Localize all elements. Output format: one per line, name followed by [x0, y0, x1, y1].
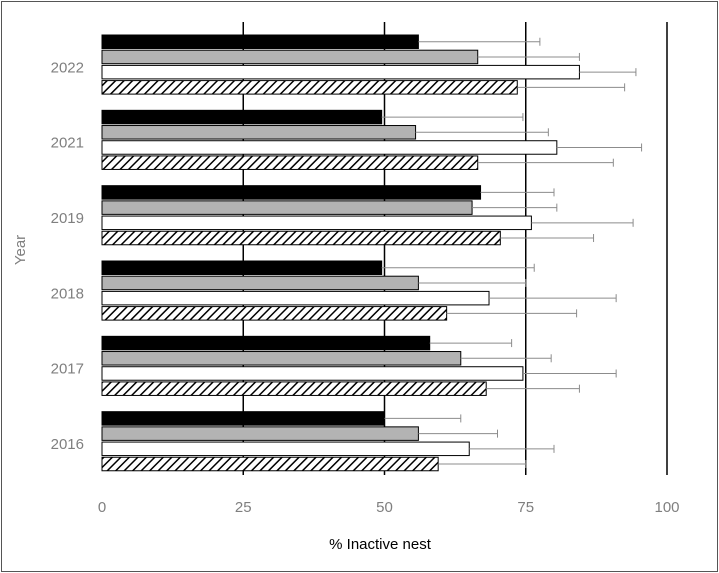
bar-gray-2017 — [101, 351, 462, 366]
bar-gray-2019 — [101, 200, 473, 215]
y-tick-label: 2021 — [51, 135, 84, 152]
x-tick-label: 0 — [98, 499, 106, 516]
bar-hatched-2018 — [101, 306, 448, 321]
bar-gray-2021 — [101, 125, 417, 140]
y-tick-label: 2016 — [51, 436, 84, 453]
y-tick-label: 2017 — [51, 361, 84, 378]
y-tick-labels: 2022 2021 2019 2018 2017 2016 — [51, 59, 84, 453]
bar-white-2018 — [101, 290, 490, 306]
bar-white-2021 — [101, 140, 558, 155]
bar-gray-2016 — [101, 426, 419, 441]
y-tick-label: 2022 — [51, 59, 84, 76]
bar-hatched-2016 — [101, 456, 439, 472]
gridlines — [242, 22, 668, 475]
x-tick-labels: 0 25 50 75 100 — [98, 499, 680, 516]
bar-black-2018 — [101, 260, 383, 275]
bar-hatched-2022 — [101, 80, 518, 95]
bar-black-2017 — [101, 335, 431, 351]
bar-gray-2022 — [101, 49, 479, 65]
bar-hatched-2017 — [101, 381, 487, 396]
x-axis-title: % Inactive nest — [329, 536, 432, 553]
bar-white-2016 — [101, 441, 470, 457]
bar-black-2016 — [101, 411, 385, 426]
bar-white-2022 — [101, 64, 580, 80]
y-axis-title: Year — [12, 235, 29, 265]
bar-black-2021 — [101, 109, 383, 125]
bar-black-2022 — [101, 34, 419, 49]
bar-gray-2018 — [101, 275, 419, 291]
bar-hatched-2019 — [101, 230, 501, 246]
bar-white-2019 — [101, 215, 532, 231]
x-tick-label: 50 — [376, 499, 393, 516]
bar-white-2017 — [101, 366, 524, 381]
x-tick-label: 25 — [235, 499, 252, 516]
bars — [101, 34, 580, 472]
x-tick-label: 100 — [654, 499, 679, 516]
x-tick-label: 75 — [517, 499, 534, 516]
y-tick-label: 2019 — [51, 210, 84, 227]
bar-hatched-2021 — [101, 155, 479, 170]
bar-black-2019 — [101, 185, 482, 200]
y-tick-label: 2018 — [51, 285, 84, 302]
error-bars — [381, 37, 643, 469]
